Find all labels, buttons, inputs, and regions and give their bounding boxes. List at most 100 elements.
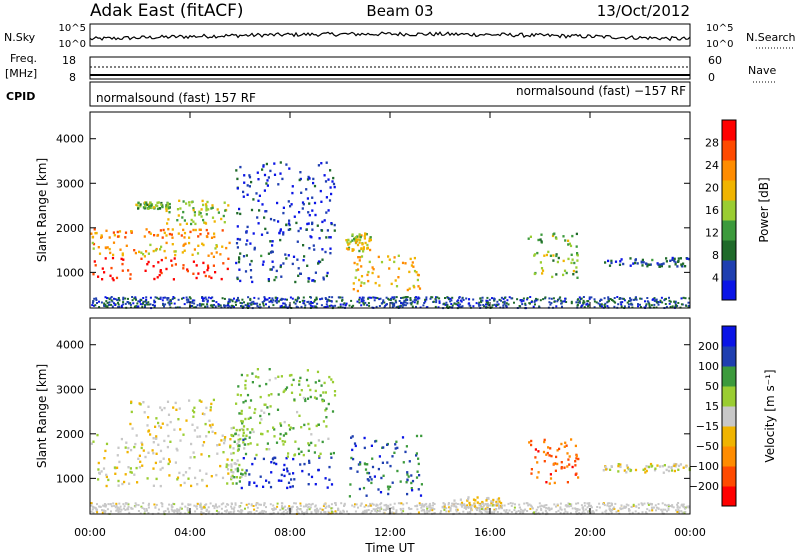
heatmap-cell [280,506,283,509]
heatmap-cell [295,221,298,225]
heatmap-cell [658,263,662,266]
heatmap-cell [676,503,679,506]
heatmap-cell [282,211,285,215]
heatmap-cell [566,505,569,508]
heatmap-cell [282,434,285,437]
colorbar-tick-label: 4 [712,272,719,285]
heatmap-cell [557,256,560,260]
heatmap-cell [282,390,285,394]
heatmap-cell [129,467,132,470]
x-tick-label: 00:00 [74,526,106,539]
heatmap-cell [106,301,109,304]
heatmap-cell [395,306,398,309]
heatmap-cell [118,305,121,308]
heatmap-cell [667,503,670,506]
heatmap-cell [311,209,314,212]
heatmap-cell [676,505,679,508]
heatmap-cell [143,255,146,258]
heatmap-cell [607,300,610,303]
heatmap-cell [276,408,280,411]
heatmap-cell [471,504,474,507]
heatmap-cell [283,463,286,467]
heatmap-cell [141,464,144,467]
heatmap-cell [376,504,379,507]
heatmap-cell [284,253,287,256]
heatmap-cell [110,505,113,508]
heatmap-cell [450,504,453,507]
heatmap-cell [241,305,244,308]
heatmap-cell [118,230,122,233]
heatmap-cell [235,303,237,306]
heatmap-cell [259,414,262,418]
heatmap-cell [325,211,328,214]
heatmap-cell [244,387,247,390]
heatmap-cell [147,416,150,419]
colorbar-frame [721,119,737,301]
heatmap-cell [533,511,535,514]
heatmap-cell [271,240,274,243]
heatmap-cell [488,510,491,513]
nsky-label: N.Sky [4,31,36,44]
heatmap-cell [628,509,630,512]
heatmap-cell [322,505,325,507]
heatmap-cell [149,232,152,235]
heatmap-cell [551,275,554,279]
heatmap-cell [144,269,147,272]
heatmap-cell [608,502,611,505]
heatmap-cell [563,269,567,272]
colorbar-segment [722,120,736,141]
heatmap-cell [230,507,233,510]
heatmap-cell [623,469,626,472]
heatmap-cell [298,383,301,386]
heatmap-cell [573,261,576,265]
y-tick-label: 3000 [56,383,84,396]
heatmap-cell [335,300,338,303]
heatmap-cell [324,306,327,308]
heatmap-cell [549,303,552,306]
heatmap-cell [228,511,230,514]
heatmap-cell [117,303,120,306]
heatmap-cell [634,259,637,262]
heatmap-cell [330,300,333,302]
heatmap-cell [481,502,484,505]
heatmap-cell [100,301,103,304]
heatmap-cell [249,302,252,305]
heatmap-cell [284,432,287,435]
heatmap-cell [388,258,391,261]
heatmap-cell [462,510,465,513]
heatmap-cell [236,277,239,281]
heatmap-cell [284,303,287,306]
heatmap-cell [649,502,652,505]
heatmap-cell [240,475,243,478]
colorbar-segment [722,446,736,467]
heatmap-cell [202,243,205,247]
heatmap-cell [550,297,553,300]
heatmap-cell [564,239,567,242]
heatmap-cell [354,444,357,448]
heatmap-cell [567,257,570,261]
heatmap-cell [264,510,267,513]
heatmap-cell [301,299,304,302]
heatmap-cell [283,389,286,392]
heatmap-cell [310,475,314,479]
heatmap-cell [600,298,603,301]
heatmap-cell [173,297,176,300]
heatmap-cell [176,510,178,513]
heatmap-cell [176,478,179,481]
heatmap-cell [263,504,266,507]
heatmap-cell [612,506,615,509]
heatmap-cell [162,303,165,306]
heatmap-cell [367,297,370,300]
heatmap-cell [290,508,293,511]
heatmap-cell [303,511,306,514]
heatmap-cell [619,260,622,263]
heatmap-cell [458,296,461,299]
heatmap-cell [425,502,428,505]
heatmap-cell [270,461,273,464]
heatmap-cell [153,206,156,209]
heatmap-cell [460,501,464,505]
colorbar-segment [722,200,736,221]
heatmap-cell [307,473,310,476]
heatmap-cell [584,508,587,511]
